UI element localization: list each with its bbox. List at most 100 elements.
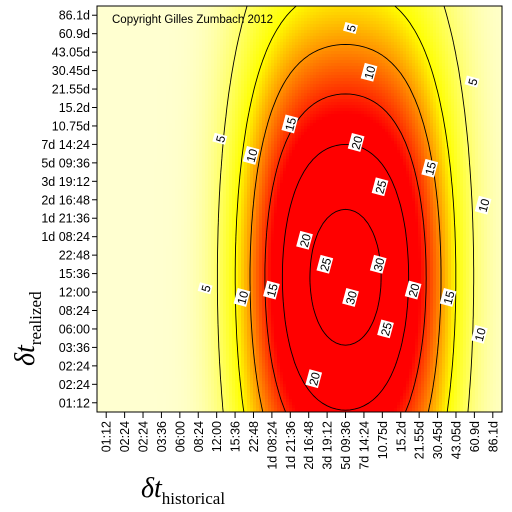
x-tick-label: 15:36 bbox=[229, 421, 243, 452]
y-tick-label: 1d 21:36 bbox=[41, 212, 90, 226]
contour-label-text: 5 bbox=[465, 76, 480, 86]
contour-line-25 bbox=[281, 143, 410, 411]
contour-label-background bbox=[474, 195, 492, 215]
contour-label-text: 20 bbox=[349, 134, 366, 151]
contour-label-background bbox=[316, 254, 334, 274]
contour-line-10 bbox=[234, 6, 457, 412]
y-tick-label: 08:24 bbox=[59, 304, 90, 318]
x-tick-label: 22:48 bbox=[247, 421, 261, 452]
x-tick-label: 1d 21:36 bbox=[284, 421, 298, 470]
x-tick-label: 01:12 bbox=[100, 421, 114, 452]
contour-label-text: 10 bbox=[244, 147, 261, 164]
y-axis-title: δtrealized bbox=[10, 291, 45, 366]
contour-label-text: 25 bbox=[317, 256, 334, 273]
y-tick-label: 7d 14:24 bbox=[41, 138, 90, 152]
contour-label: 5 bbox=[343, 21, 359, 34]
y-tick-label: 03:36 bbox=[59, 341, 90, 355]
contour-label: 20 bbox=[296, 230, 314, 250]
y-tick-label: 15:36 bbox=[59, 267, 90, 281]
contour-label-background bbox=[281, 114, 299, 134]
contour-label-background bbox=[347, 133, 365, 152]
contour-label-text: 20 bbox=[297, 232, 314, 249]
y-tick-label: 86.1d bbox=[59, 9, 90, 23]
contour-label-background bbox=[439, 288, 457, 307]
contour-label-text: 20 bbox=[406, 282, 423, 299]
x-tick-label: 06:00 bbox=[173, 421, 187, 452]
contour-label-background bbox=[369, 254, 387, 274]
contour-line-20 bbox=[264, 93, 427, 412]
contour-label-text: 10 bbox=[472, 326, 489, 343]
contour-label-background bbox=[305, 369, 323, 389]
contour-label: 25 bbox=[371, 177, 390, 197]
contour-label: 10 bbox=[474, 195, 493, 215]
contour-label-background bbox=[212, 132, 228, 145]
x-tick-label: 10.75d bbox=[376, 421, 390, 459]
x-tick-label: 08:24 bbox=[192, 421, 206, 452]
contour-label: 20 bbox=[347, 133, 366, 152]
x-tick-label: 7d 14:24 bbox=[357, 421, 371, 470]
contour-label-background bbox=[360, 62, 378, 82]
y-tick-label: 60.9d bbox=[59, 27, 90, 41]
contour-label-text: 15 bbox=[441, 289, 458, 306]
contour-label: 10 bbox=[471, 324, 489, 344]
contour-label: 30 bbox=[342, 288, 360, 307]
contour-label-background bbox=[471, 324, 488, 344]
contour-label: 20 bbox=[404, 280, 423, 300]
contour-label: 10 bbox=[242, 145, 261, 165]
x-axis-ticks: 01:12 02:24 02:24 03:36 06:00 08:24 12:00 15:36… bbox=[100, 412, 500, 470]
x-tick-label: 3d 19:12 bbox=[321, 421, 335, 470]
contour-label-text: 25 bbox=[378, 321, 395, 338]
contour-label-text: 5 bbox=[213, 134, 228, 144]
y-tick-label: 3d 19:12 bbox=[41, 175, 90, 189]
contour-label: 10 bbox=[233, 288, 251, 307]
contour-label-text: 20 bbox=[306, 370, 323, 387]
contour-label-background bbox=[242, 145, 260, 165]
contour-label-text: 5 bbox=[344, 23, 359, 33]
contour-label-text: 25 bbox=[372, 178, 389, 195]
x-tick-label: 02:24 bbox=[137, 421, 151, 452]
contour-label-text: 15 bbox=[264, 282, 281, 299]
contour-label: 30 bbox=[369, 254, 388, 274]
x-tick-label: 2d 16:48 bbox=[302, 421, 316, 470]
y-tick-label: 02:24 bbox=[59, 378, 90, 392]
contour-label-background bbox=[343, 21, 358, 34]
copyright-annotation: Copyright Gilles Zumbach 2012 bbox=[112, 14, 273, 26]
contour-label-background bbox=[371, 177, 389, 197]
x-tick-label: 02:24 bbox=[118, 421, 132, 452]
contour-label-text: 10 bbox=[361, 64, 378, 81]
y-tick-label: 10.75d bbox=[52, 119, 90, 133]
contour-label-text: 15 bbox=[422, 160, 439, 177]
x-axis-title-main: δt bbox=[141, 473, 163, 504]
x-tick-label: 03:36 bbox=[155, 421, 169, 452]
contour-line-15 bbox=[249, 44, 442, 412]
contour-label-background bbox=[404, 280, 422, 300]
contour-label-background bbox=[377, 319, 394, 339]
x-tick-label: 12:00 bbox=[210, 421, 224, 452]
y-tick-label: 15.2d bbox=[59, 101, 90, 115]
contour-label-text: 30 bbox=[343, 289, 360, 306]
x-tick-label: 21.55d bbox=[413, 421, 427, 459]
x-tick-label: 43.05d bbox=[450, 421, 464, 459]
contour-label: 15 bbox=[281, 114, 299, 134]
contour-label: 10 bbox=[360, 62, 379, 82]
x-tick-label: 15.2d bbox=[394, 421, 408, 452]
y-tick-label: 06:00 bbox=[59, 322, 90, 336]
contour-label-background bbox=[421, 158, 439, 178]
contour-label-text: 10 bbox=[476, 197, 493, 214]
contour-label: 5 bbox=[212, 132, 228, 145]
y-axis-title-sub: realized bbox=[26, 291, 45, 345]
contour-label: 5 bbox=[197, 282, 214, 295]
y-tick-label: 1d 08:24 bbox=[41, 230, 90, 244]
contour-label-background bbox=[464, 75, 480, 88]
contour-label: 5 bbox=[464, 75, 481, 88]
y-axis-title-main: δt bbox=[10, 344, 41, 366]
y-tick-label: 21.55d bbox=[52, 83, 90, 97]
contour-lines bbox=[216, 6, 475, 412]
y-tick-label: 12:00 bbox=[59, 286, 90, 300]
contour-label: 15 bbox=[421, 158, 439, 178]
contour-label-text: 10 bbox=[234, 289, 251, 306]
contour-label-text: 5 bbox=[198, 283, 213, 293]
contour-label: 15 bbox=[263, 280, 281, 300]
y-tick-label: 01:12 bbox=[59, 396, 90, 410]
contour-label: 25 bbox=[316, 254, 334, 274]
